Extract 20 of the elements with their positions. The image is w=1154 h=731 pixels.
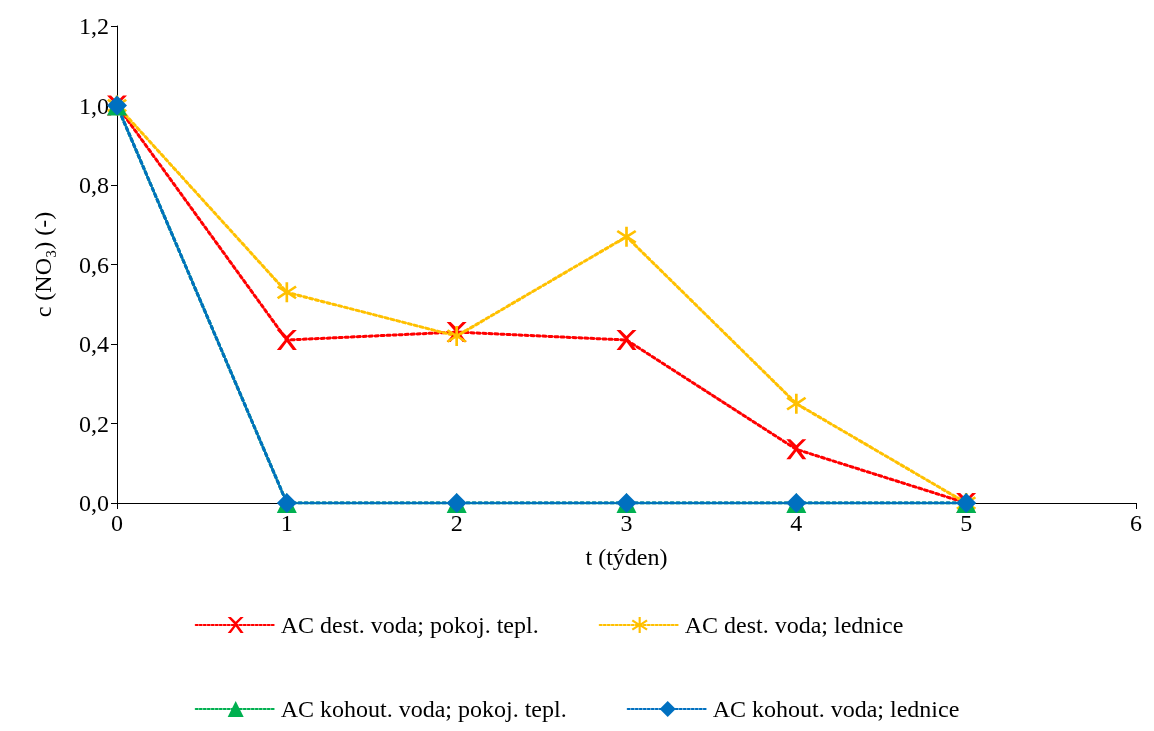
x-tick-label: 2 (450, 510, 463, 536)
x-tick-label: 0 (111, 510, 123, 536)
y-axis-title: c (NO₃) (-) (30, 211, 56, 318)
y-tick-label: 1,2 (79, 13, 109, 39)
legend-label: AC kohout. voda; pokoj. tepl. (280, 696, 567, 722)
y-tick-label: 0,2 (79, 410, 109, 437)
x-tick-label: 3 (620, 510, 633, 536)
y-tick-label: 0,0 (79, 490, 109, 516)
x-tick-label: 5 (960, 510, 973, 536)
x-tick-label: 1 (280, 510, 293, 536)
x-axis-title: t (týden) (585, 544, 668, 570)
legend-label: AC dest. voda; pokoj. tepl. (280, 612, 539, 638)
y-tick-label: 0,4 (79, 331, 109, 357)
y-tick-label: 0,8 (79, 172, 109, 198)
x-tick-label: 4 (790, 510, 803, 536)
legend-label: AC kohout. voda; lednice (712, 696, 960, 722)
legend-label: AC dest. voda; lednice (684, 612, 904, 638)
y-tick-label: 1,0 (79, 92, 109, 119)
y-tick-label: 0,6 (79, 251, 109, 278)
x-tick-label: 6 (1130, 510, 1142, 536)
